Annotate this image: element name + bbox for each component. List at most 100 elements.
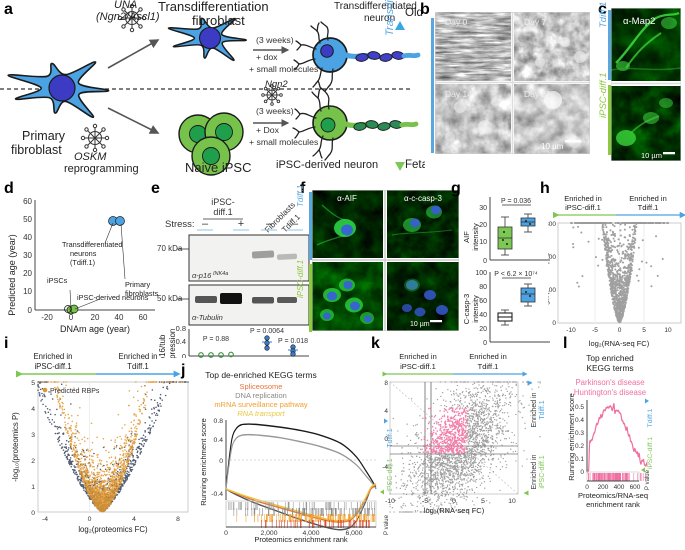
svg-text:+ Dox: + Dox bbox=[256, 125, 280, 135]
svg-text:60: 60 bbox=[479, 298, 487, 305]
svg-text:60: 60 bbox=[23, 197, 32, 206]
svg-text:10: 10 bbox=[23, 287, 32, 296]
svg-text:Running enrichment score: Running enrichment score bbox=[199, 418, 208, 506]
svg-text:50 kDa: 50 kDa bbox=[157, 294, 183, 303]
svg-text:Parkinson's disease: Parkinson's disease bbox=[575, 378, 644, 387]
svg-text:1: 1 bbox=[31, 484, 35, 491]
svg-text:INK4a: INK4a bbox=[213, 271, 228, 277]
svg-text:5: 5 bbox=[31, 380, 35, 387]
svg-text:Proteomics/RNA-seq: Proteomics/RNA-seq bbox=[578, 491, 648, 500]
svg-text:0: 0 bbox=[552, 320, 556, 327]
svg-text:Transdifferentiation: Transdifferentiation bbox=[158, 0, 269, 14]
svg-text:-4: -4 bbox=[42, 516, 48, 523]
svg-text:6,000: 6,000 bbox=[345, 530, 362, 537]
svg-text:P value: P value bbox=[645, 469, 651, 490]
svg-text:0: 0 bbox=[618, 327, 622, 334]
svg-text:-log₁₀(proteomics P): -log₁₀(proteomics P) bbox=[11, 412, 20, 482]
svg-text:AIF: AIF bbox=[462, 231, 471, 243]
svg-text:Predicted RBPs: Predicted RBPs bbox=[50, 388, 100, 395]
svg-text:Tdiff.1: Tdiff.1 bbox=[638, 203, 659, 212]
svg-text:Enriched in: Enriched in bbox=[399, 352, 437, 361]
svg-text:+: + bbox=[238, 218, 244, 230]
svg-text:α-p16: α-p16 bbox=[192, 271, 212, 280]
svg-text:0.3: 0.3 bbox=[575, 430, 584, 437]
svg-text:10 µm: 10 µm bbox=[641, 151, 662, 160]
svg-text:-5: -5 bbox=[422, 498, 428, 505]
svg-text:Enriched in: Enriched in bbox=[118, 352, 157, 361]
svg-text:intensity: intensity bbox=[471, 223, 480, 251]
svg-text:-10: -10 bbox=[566, 327, 576, 334]
svg-text:(3 weeks): (3 weeks) bbox=[256, 35, 294, 45]
svg-text:Day 21: Day 21 bbox=[524, 89, 551, 99]
svg-text:C-casp-3: C-casp-3 bbox=[462, 294, 471, 324]
svg-text:0: 0 bbox=[585, 484, 589, 491]
svg-text:iPSC-derived neurons: iPSC-derived neurons bbox=[77, 293, 149, 302]
svg-text:Proteomics enrichment rank: Proteomics enrichment rank bbox=[254, 535, 348, 542]
svg-text:0.2: 0.2 bbox=[575, 443, 584, 450]
svg-text:Enriched in: Enriched in bbox=[629, 194, 667, 203]
svg-text:–: – bbox=[266, 218, 273, 230]
svg-text:–: – bbox=[202, 218, 209, 230]
svg-text:10: 10 bbox=[479, 239, 487, 246]
svg-text:3: 3 bbox=[31, 432, 35, 439]
svg-text:30: 30 bbox=[23, 251, 32, 260]
svg-text:UNA: UNA bbox=[114, 0, 137, 11]
svg-text:reprogramming: reprogramming bbox=[64, 163, 139, 175]
svg-text:α-Tubulin: α-Tubulin bbox=[192, 313, 223, 322]
svg-text:-20: -20 bbox=[41, 313, 53, 322]
svg-text:60: 60 bbox=[139, 313, 148, 322]
svg-text:Tdiff.1: Tdiff.1 bbox=[647, 408, 654, 427]
svg-text:Primary: Primary bbox=[125, 280, 150, 289]
svg-text:0: 0 bbox=[28, 306, 33, 315]
svg-text:10: 10 bbox=[664, 327, 672, 334]
svg-text:0.1: 0.1 bbox=[575, 456, 584, 463]
svg-text:0.8: 0.8 bbox=[176, 324, 186, 333]
svg-text:Spliceosome: Spliceosome bbox=[240, 382, 283, 391]
svg-text:0: 0 bbox=[452, 498, 456, 505]
svg-text:KEGG terms: KEGG terms bbox=[586, 363, 633, 373]
svg-text:0: 0 bbox=[219, 458, 223, 465]
svg-text:0: 0 bbox=[580, 469, 584, 476]
svg-text:10 µm: 10 µm bbox=[410, 321, 430, 328]
svg-text:2: 2 bbox=[31, 458, 35, 465]
svg-text:Enriched in: Enriched in bbox=[469, 352, 507, 361]
svg-text:20: 20 bbox=[479, 222, 487, 229]
svg-text:0: 0 bbox=[224, 530, 228, 537]
svg-text:-4: -4 bbox=[382, 464, 388, 471]
svg-text:0: 0 bbox=[31, 510, 35, 517]
svg-text:DNA replication: DNA replication bbox=[235, 391, 287, 400]
svg-text:+ small molecules: + small molecules bbox=[249, 64, 319, 74]
svg-text:enrichment rank: enrichment rank bbox=[586, 500, 640, 509]
svg-text:P = 0.018: P = 0.018 bbox=[278, 338, 308, 345]
svg-text:0: 0 bbox=[384, 436, 388, 443]
svg-text:Predicted age (year): Predicted age (year) bbox=[7, 234, 17, 316]
svg-text:(Ngn2/Ascl1): (Ngn2/Ascl1) bbox=[96, 11, 160, 23]
svg-text:80: 80 bbox=[479, 284, 487, 291]
svg-text:4: 4 bbox=[132, 516, 136, 523]
svg-text:Stress:: Stress: bbox=[165, 219, 195, 230]
svg-text:(Tdiff.1): (Tdiff.1) bbox=[70, 258, 95, 267]
svg-text:Enriched in: Enriched in bbox=[531, 392, 538, 427]
svg-text:600: 600 bbox=[630, 484, 641, 491]
svg-text:Transdifferentiated: Transdifferentiated bbox=[62, 240, 122, 249]
svg-text:70 kDa: 70 kDa bbox=[157, 244, 183, 253]
svg-text:DNAm age (year): DNAm age (year) bbox=[60, 324, 130, 334]
svg-text:iPSC-diff.1: iPSC-diff.1 bbox=[400, 362, 436, 371]
svg-text:0.4: 0.4 bbox=[214, 437, 224, 444]
svg-text:α-AIF: α-AIF bbox=[337, 194, 357, 203]
svg-text:iPSC-: iPSC- bbox=[211, 197, 235, 207]
svg-text:log₂(proteomics FC): log₂(proteomics FC) bbox=[78, 525, 148, 534]
svg-text:Top enriched: Top enriched bbox=[586, 353, 634, 363]
svg-text:50: 50 bbox=[23, 215, 32, 224]
svg-text:diff.1: diff.1 bbox=[213, 207, 232, 217]
svg-text:10 µm: 10 µm bbox=[541, 142, 564, 151]
svg-text:4: 4 bbox=[384, 408, 388, 415]
svg-text:Day 7: Day 7 bbox=[524, 17, 546, 27]
svg-text:Ngn2: Ngn2 bbox=[265, 79, 288, 90]
svg-text:0: 0 bbox=[483, 258, 487, 265]
svg-text:0.8: 0.8 bbox=[214, 418, 224, 425]
svg-text:40: 40 bbox=[115, 313, 124, 322]
svg-text:Tdiff.1: Tdiff.1 bbox=[478, 362, 499, 371]
svg-text:Day 14: Day 14 bbox=[445, 89, 472, 99]
svg-text:iPSC-diff.1: iPSC-diff.1 bbox=[34, 362, 71, 371]
